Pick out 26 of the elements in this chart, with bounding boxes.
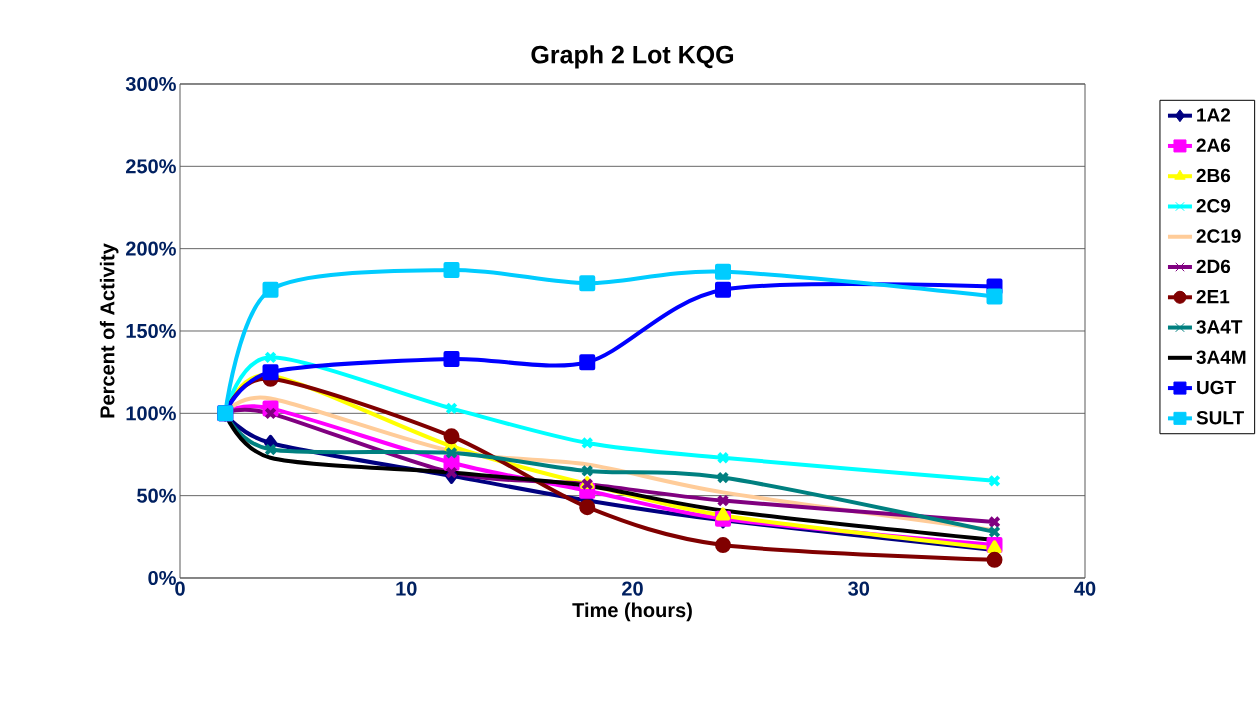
- legend-label: 2C9: [1196, 199, 1231, 213]
- x-axis-title: Time (hours): [572, 602, 692, 622]
- x-tick-label: 40: [1074, 581, 1096, 596]
- y-tick-label: 150%: [126, 323, 176, 339]
- legend-label: 2A6: [1196, 138, 1231, 153]
- y-axis-title: Percent of Activity: [99, 243, 119, 418]
- y-tick-label: 250%: [126, 159, 176, 174]
- x-tick-label: 30: [848, 581, 870, 596]
- y-tick-label: 200%: [126, 241, 176, 256]
- legend-label: 3A4T: [1196, 320, 1243, 334]
- legend-label: 2B6: [1196, 168, 1231, 183]
- legend-label: 2D6: [1196, 259, 1231, 274]
- legend-label: UGT: [1197, 380, 1236, 395]
- legend-label: 2E1: [1196, 289, 1230, 304]
- legend-label: SULT: [1196, 410, 1244, 425]
- legend-label: 3A4M: [1196, 350, 1246, 364]
- x-tick-label: 10: [396, 581, 417, 596]
- y-tick-label: 0%: [148, 570, 176, 586]
- y-tick-label: 50%: [137, 488, 176, 503]
- legend-label: 1A2: [1197, 108, 1231, 122]
- x-tick-label: 20: [622, 581, 643, 596]
- legend-label: 2C19: [1196, 229, 1241, 243]
- y-tick-label: 300%: [125, 76, 176, 92]
- chart-title: Graph 2 Lot KQG: [531, 45, 734, 69]
- y-tick-label: 100%: [126, 406, 176, 421]
- x-tick-label: 0: [175, 581, 185, 596]
